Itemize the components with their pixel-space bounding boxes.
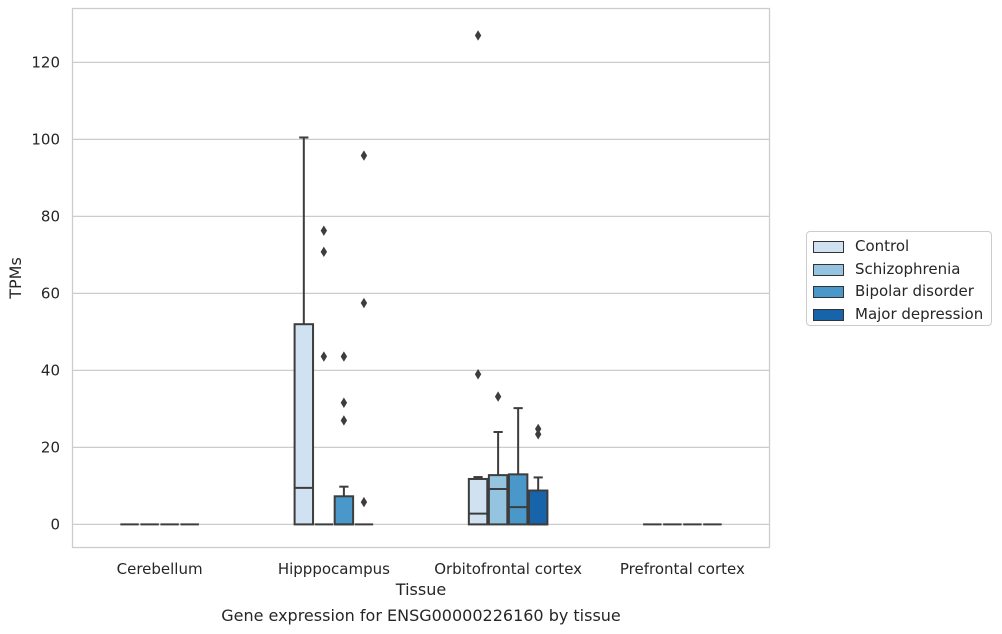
legend-label-bipolar-disorder: Bipolar disorder [855,282,974,300]
legend-swatch-bipolar-disorder [813,286,844,298]
outlier-point-1 [474,369,482,380]
y-tick-label-60: 60 [41,284,60,302]
legend-item-control: Control [807,235,991,258]
box-iqr [467,477,489,526]
y-tick-label-100: 100 [31,130,60,148]
x-tick-label-prefrontal-cortex: Prefrontal cortex [620,560,745,578]
outlier-point-0 [360,150,368,161]
box-hipppocampus-bipolar-disorder [333,351,355,526]
box-hipppocampus-control [293,136,315,526]
legend-label-schizophrenia: Schizophrenia [855,259,961,278]
outlier-point-0 [534,423,542,435]
outlier-point-0 [494,391,502,402]
legend: Control Schizophrenia Bipolar disorder M… [806,231,992,326]
box-iqr [507,473,529,526]
legend-item-bipolar-disorder: Bipolar disorder [807,280,991,303]
x-tick-label-orbitofrontal-cortex: Orbitofrontal cortex [434,560,582,578]
y-axis-ticks: 0 20 40 60 80 100 120 [31,53,60,533]
y-tick-label-80: 80 [41,207,60,225]
x-tick-label-cerebellum: Cerebellum [117,560,203,578]
legend-item-schizophrenia: Schizophrenia [807,258,991,281]
box-orbitofrontal-cortex-schizophrenia [487,391,509,526]
outlier-point-2 [340,415,348,426]
box-iqr [333,495,355,526]
chart-title: Gene expression for ENSG00000226160 by t… [221,606,621,625]
y-tick-label-120: 120 [31,53,60,71]
box-plots [120,30,722,526]
plot-frame [71,7,771,549]
box-iqr [293,323,315,526]
box-hipppocampus-schizophrenia [314,225,334,526]
outlier-point-1 [534,429,542,440]
grid-lines [72,61,770,526]
legend-swatch-control [813,241,844,253]
box-iqr [527,489,549,526]
x-tick-label-hipppocampus: Hipppocampus [278,560,390,578]
y-axis-label: TPMs [6,257,25,300]
x-axis-ticks: Cerebellum Hipppocampus Orbitofrontal cort… [117,560,745,578]
outlier-point-1 [320,246,328,258]
y-tick-label-40: 40 [41,361,60,379]
legend-label-control: Control [855,237,910,255]
outlier-point-1 [360,297,368,309]
outlier-point-0 [474,30,482,41]
outlier-point-2 [360,496,368,508]
outlier-point-0 [340,351,348,362]
x-axis-label: Tissue [395,580,446,599]
box-orbitofrontal-cortex-bipolar-disorder [507,407,529,526]
outlier-point-2 [320,351,328,362]
y-tick-label-0: 0 [50,515,60,533]
legend-label-major-depression: Major depression [855,304,984,323]
box-orbitofrontal-cortex-control [467,30,489,526]
outlier-point-1 [340,397,348,408]
box-orbitofrontal-cortex-major-depression [527,423,549,526]
outlier-point-0 [320,225,328,236]
y-tick-label-20: 20 [41,438,60,456]
legend-swatch-major-depression [813,308,844,321]
legend-item-major-depression: Major depression [807,303,991,326]
box-hipppocampus-major-depression [354,150,374,526]
legend-swatch-schizophrenia [813,263,844,276]
box-iqr [487,474,509,526]
